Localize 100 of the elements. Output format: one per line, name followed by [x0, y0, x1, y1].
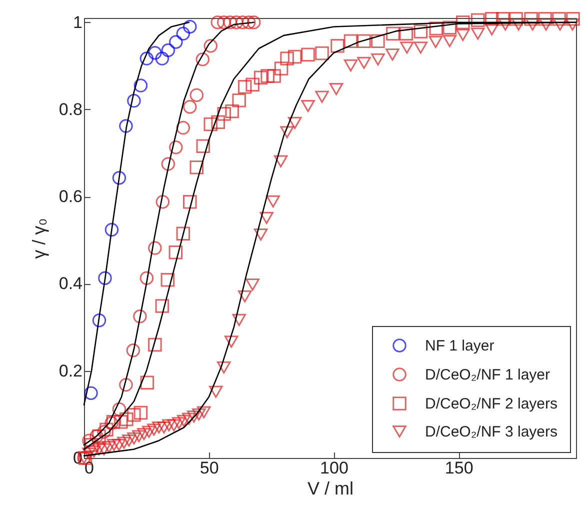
- point: [157, 421, 171, 434]
- point: [204, 117, 218, 132]
- point: [315, 46, 329, 60]
- point: [147, 424, 161, 436]
- point: [122, 434, 136, 447]
- y-tick-label: 0.8: [58, 100, 82, 119]
- point: [301, 100, 315, 112]
- point: [238, 290, 252, 302]
- point: [137, 428, 151, 440]
- point: [112, 402, 126, 416]
- x-tick-label: 150: [444, 458, 474, 478]
- point: [236, 15, 250, 30]
- point: [182, 412, 196, 425]
- point: [84, 438, 98, 452]
- point: [386, 48, 400, 61]
- point: [120, 412, 134, 426]
- point: [470, 28, 485, 40]
- point: [127, 408, 141, 422]
- point: [98, 271, 112, 285]
- point: [442, 20, 456, 34]
- point: [496, 12, 510, 26]
- point: [274, 62, 288, 76]
- point: [225, 104, 239, 118]
- point: [161, 43, 176, 58]
- point: [190, 160, 204, 174]
- point: [484, 23, 499, 36]
- point: [161, 157, 176, 171]
- point: [280, 126, 294, 138]
- point: [152, 421, 166, 434]
- point: [134, 78, 148, 92]
- point: [539, 18, 553, 31]
- legend-label: D/CeO₂/NF 1 layer: [425, 366, 550, 384]
- point: [329, 82, 344, 96]
- point: [92, 443, 106, 456]
- point: [442, 35, 456, 48]
- point: [238, 80, 252, 94]
- point: [196, 52, 210, 66]
- point: [246, 15, 261, 30]
- point: [176, 226, 190, 241]
- point: [160, 272, 175, 287]
- y-tick-label: 0.6: [58, 187, 82, 206]
- point: [87, 445, 101, 458]
- point: [119, 378, 133, 392]
- point: [172, 417, 186, 430]
- point: [140, 52, 154, 66]
- point: [456, 28, 470, 42]
- point: [280, 52, 294, 66]
- legend-label: NF 1 layer: [425, 338, 494, 354]
- point: [224, 336, 238, 348]
- point: [210, 15, 224, 30]
- point: [148, 241, 162, 255]
- legend-label: D/CeO₂/NF 2 layers: [425, 396, 558, 412]
- point: [315, 90, 329, 103]
- point: [470, 13, 485, 28]
- point: [117, 436, 131, 449]
- point: [204, 39, 218, 53]
- point: [167, 419, 181, 432]
- point: [183, 194, 197, 209]
- point: [140, 271, 154, 285]
- point: [134, 406, 148, 420]
- point: [162, 419, 176, 432]
- point: [371, 53, 385, 66]
- point: [183, 100, 197, 114]
- point: [148, 338, 162, 352]
- point: [498, 18, 512, 31]
- point: [216, 361, 231, 374]
- x-tick-label: 100: [320, 458, 348, 478]
- point: [140, 376, 154, 390]
- point: [176, 120, 190, 135]
- x-axis-title: V / ml: [307, 478, 354, 498]
- point: [274, 155, 288, 168]
- point: [192, 408, 206, 420]
- point: [456, 15, 470, 30]
- point: [484, 12, 499, 26]
- point: [155, 52, 170, 66]
- point: [428, 36, 443, 48]
- point: [429, 22, 444, 36]
- point: [330, 39, 344, 53]
- line-series: [83, 22, 190, 406]
- point: [371, 34, 385, 48]
- y-tick-label: 1: [73, 12, 82, 32]
- point: [92, 429, 106, 444]
- point: [127, 94, 141, 108]
- point: [229, 15, 244, 30]
- point: [114, 414, 128, 429]
- point: [112, 171, 126, 185]
- point: [414, 24, 428, 38]
- point: [176, 26, 190, 41]
- point: [107, 438, 121, 451]
- point: [196, 139, 210, 153]
- point: [399, 26, 414, 41]
- point: [169, 140, 183, 154]
- point: [260, 212, 274, 224]
- point: [566, 18, 580, 31]
- point: [232, 314, 246, 326]
- point: [104, 222, 119, 237]
- point: [509, 12, 523, 26]
- point: [148, 46, 162, 60]
- point: [223, 15, 237, 30]
- point: [288, 50, 302, 64]
